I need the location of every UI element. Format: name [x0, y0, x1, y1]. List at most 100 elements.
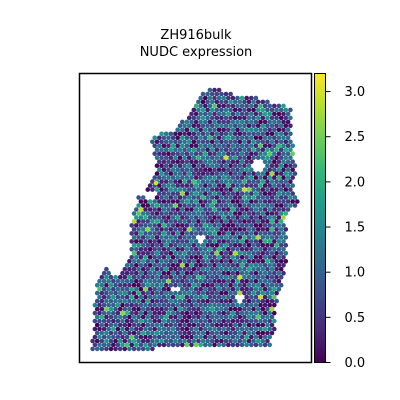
spot-point: [214, 251, 220, 256]
spot-point: [131, 322, 137, 328]
spot-point: [226, 119, 231, 125]
spot-point: [175, 278, 180, 284]
spot-point: [131, 235, 137, 240]
spot-point: [136, 330, 141, 336]
spot-point: [292, 195, 298, 200]
spot-point: [235, 310, 240, 316]
spot-point: [262, 270, 268, 276]
spot-point: [216, 302, 222, 308]
spot-point: [230, 318, 236, 324]
spot-point: [180, 263, 185, 268]
spot-point: [127, 330, 132, 336]
spot-point: [196, 179, 201, 184]
spot-point: [230, 223, 236, 228]
spot-point: [242, 131, 247, 137]
spot-point: [101, 286, 107, 292]
spot-point: [166, 183, 171, 188]
spot-point: [232, 330, 238, 336]
spot-point: [136, 314, 141, 320]
spot-point: [235, 175, 240, 180]
spot-point: [143, 239, 148, 244]
spot-point: [278, 235, 284, 240]
spot-point: [237, 147, 243, 152]
spot-point: [274, 227, 279, 232]
spot-point: [258, 239, 263, 244]
spot-point: [265, 330, 270, 336]
spot-point: [255, 290, 261, 296]
spot-point: [260, 306, 266, 312]
spot-point: [214, 314, 220, 320]
spot-point: [180, 326, 185, 332]
spot-point: [111, 342, 116, 348]
spot-point: [258, 175, 263, 180]
spot-point: [274, 282, 279, 288]
spot-point: [175, 167, 180, 172]
spot-point: [143, 207, 148, 212]
spot-point: [163, 179, 169, 184]
spot-point: [221, 199, 226, 204]
spot-point: [159, 211, 164, 216]
spot-point: [120, 286, 125, 292]
spot-point: [209, 227, 215, 232]
spot-point: [258, 334, 263, 340]
spot-point: [232, 203, 238, 208]
spot-point: [175, 294, 180, 300]
spot-point: [184, 151, 190, 156]
spot-point: [154, 139, 160, 145]
spot-point: [216, 231, 222, 236]
spot-point: [129, 231, 134, 236]
spot-point: [127, 346, 132, 352]
spot-point: [129, 326, 134, 332]
spot-point: [276, 286, 282, 292]
spot-point: [189, 159, 194, 164]
spot-point: [161, 310, 167, 316]
spot-point: [131, 282, 137, 288]
spot-point: [166, 135, 171, 141]
spot-point: [168, 211, 174, 216]
spot-point: [136, 235, 141, 240]
spot-point: [214, 243, 220, 248]
spot-point: [269, 314, 275, 320]
spot-point: [193, 119, 199, 125]
spot-point: [115, 286, 121, 292]
spot-point: [196, 330, 201, 336]
spot-point: [143, 223, 148, 228]
spot-point: [209, 99, 215, 105]
spot-point: [186, 147, 192, 152]
spot-point: [255, 274, 261, 280]
spot-point: [198, 199, 203, 204]
spot-point: [170, 175, 176, 180]
spot-point: [209, 235, 215, 240]
spot-point: [267, 247, 273, 252]
spot-point: [203, 247, 208, 252]
spot-point: [253, 151, 259, 156]
spot-point: [239, 143, 245, 149]
spot-point: [150, 259, 155, 264]
spot-point: [253, 231, 259, 236]
spot-point: [278, 147, 284, 152]
spot-point: [272, 318, 277, 324]
spot-point: [228, 99, 233, 105]
spot-point: [226, 254, 231, 260]
spot-point: [161, 207, 167, 212]
spot-point: [97, 286, 102, 292]
spot-point: [196, 282, 201, 288]
spot-point: [269, 171, 275, 176]
spot-point: [228, 298, 233, 304]
spot-point: [122, 298, 128, 304]
spot-point: [173, 139, 178, 145]
spot-point: [198, 318, 203, 324]
spot-point: [147, 254, 153, 260]
spot-point: [267, 286, 273, 292]
spot-point: [278, 123, 284, 129]
spot-point: [253, 239, 259, 244]
spot-point: [209, 147, 215, 152]
spot-point: [214, 219, 220, 224]
spot-point: [106, 318, 111, 324]
spot-point: [136, 243, 141, 248]
spot-point: [288, 203, 293, 208]
spot-point: [255, 282, 261, 288]
spot-point: [147, 334, 153, 340]
spot-point: [272, 254, 277, 260]
spot-point: [283, 139, 289, 145]
